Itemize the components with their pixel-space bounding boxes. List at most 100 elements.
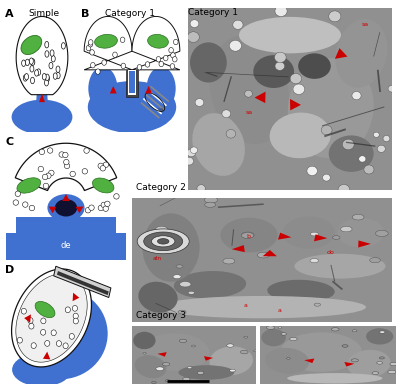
Circle shape <box>171 52 175 58</box>
Polygon shape <box>344 362 354 367</box>
Circle shape <box>156 367 164 371</box>
Circle shape <box>245 90 252 97</box>
Ellipse shape <box>190 42 227 83</box>
Circle shape <box>174 39 178 45</box>
Circle shape <box>84 148 89 153</box>
Circle shape <box>17 337 22 343</box>
Ellipse shape <box>280 332 362 372</box>
Ellipse shape <box>92 178 114 193</box>
Polygon shape <box>128 70 136 95</box>
Text: a: a <box>278 308 282 313</box>
Circle shape <box>145 62 150 67</box>
Circle shape <box>51 55 55 62</box>
Circle shape <box>352 215 364 220</box>
Circle shape <box>266 326 275 329</box>
Circle shape <box>332 236 340 239</box>
Circle shape <box>121 63 126 69</box>
Circle shape <box>45 74 49 81</box>
Circle shape <box>90 62 95 68</box>
Ellipse shape <box>287 373 382 383</box>
Circle shape <box>90 50 94 55</box>
Circle shape <box>15 191 20 196</box>
Circle shape <box>183 378 190 381</box>
Text: D: D <box>5 265 14 275</box>
Ellipse shape <box>210 36 289 144</box>
Circle shape <box>278 327 282 329</box>
Circle shape <box>293 84 305 94</box>
Polygon shape <box>304 359 314 363</box>
Circle shape <box>70 171 76 177</box>
Polygon shape <box>263 250 277 256</box>
Polygon shape <box>12 269 92 367</box>
Circle shape <box>178 310 186 314</box>
Circle shape <box>241 232 254 239</box>
Circle shape <box>187 149 196 157</box>
Ellipse shape <box>174 271 246 299</box>
Circle shape <box>45 42 49 48</box>
Circle shape <box>290 338 297 341</box>
Polygon shape <box>39 94 45 102</box>
Circle shape <box>56 66 60 73</box>
Ellipse shape <box>253 55 294 88</box>
Circle shape <box>286 358 290 359</box>
Circle shape <box>30 59 34 65</box>
Circle shape <box>242 232 254 238</box>
Circle shape <box>188 32 199 42</box>
Ellipse shape <box>336 19 387 88</box>
Circle shape <box>22 202 28 207</box>
Circle shape <box>101 202 106 208</box>
Circle shape <box>63 343 68 349</box>
Circle shape <box>72 305 78 311</box>
Circle shape <box>44 80 48 86</box>
Circle shape <box>49 62 53 69</box>
Circle shape <box>190 20 199 28</box>
Polygon shape <box>6 233 126 260</box>
Ellipse shape <box>17 178 41 193</box>
Circle shape <box>49 170 54 176</box>
Polygon shape <box>358 241 371 248</box>
Circle shape <box>45 341 50 346</box>
Ellipse shape <box>239 17 341 54</box>
Text: a: a <box>244 303 248 308</box>
Circle shape <box>65 307 70 313</box>
Text: B: B <box>81 9 90 19</box>
Ellipse shape <box>142 213 200 282</box>
Circle shape <box>43 183 49 189</box>
Circle shape <box>274 52 286 62</box>
Circle shape <box>73 318 78 324</box>
Ellipse shape <box>178 365 234 380</box>
Ellipse shape <box>298 53 331 79</box>
Circle shape <box>59 152 64 157</box>
Circle shape <box>31 343 36 348</box>
Ellipse shape <box>146 67 176 110</box>
Circle shape <box>331 328 339 331</box>
Circle shape <box>64 159 69 165</box>
Circle shape <box>359 156 366 162</box>
Polygon shape <box>145 86 152 94</box>
Circle shape <box>69 334 74 339</box>
Circle shape <box>240 350 248 354</box>
Polygon shape <box>129 71 135 94</box>
Circle shape <box>102 60 106 65</box>
Polygon shape <box>158 352 167 357</box>
Circle shape <box>376 230 388 237</box>
Text: sa: sa <box>362 22 369 27</box>
Ellipse shape <box>210 346 253 375</box>
Polygon shape <box>24 314 31 323</box>
Polygon shape <box>335 48 348 59</box>
Circle shape <box>229 40 242 51</box>
Circle shape <box>254 350 257 352</box>
Polygon shape <box>76 206 83 213</box>
Circle shape <box>388 85 396 92</box>
Polygon shape <box>62 194 70 201</box>
Ellipse shape <box>48 194 85 222</box>
Polygon shape <box>84 16 132 70</box>
Circle shape <box>50 50 54 56</box>
Ellipse shape <box>158 296 366 318</box>
Circle shape <box>188 291 194 294</box>
Ellipse shape <box>135 355 166 378</box>
Circle shape <box>159 61 164 67</box>
Circle shape <box>42 174 48 180</box>
Circle shape <box>340 226 352 232</box>
Circle shape <box>85 208 91 213</box>
